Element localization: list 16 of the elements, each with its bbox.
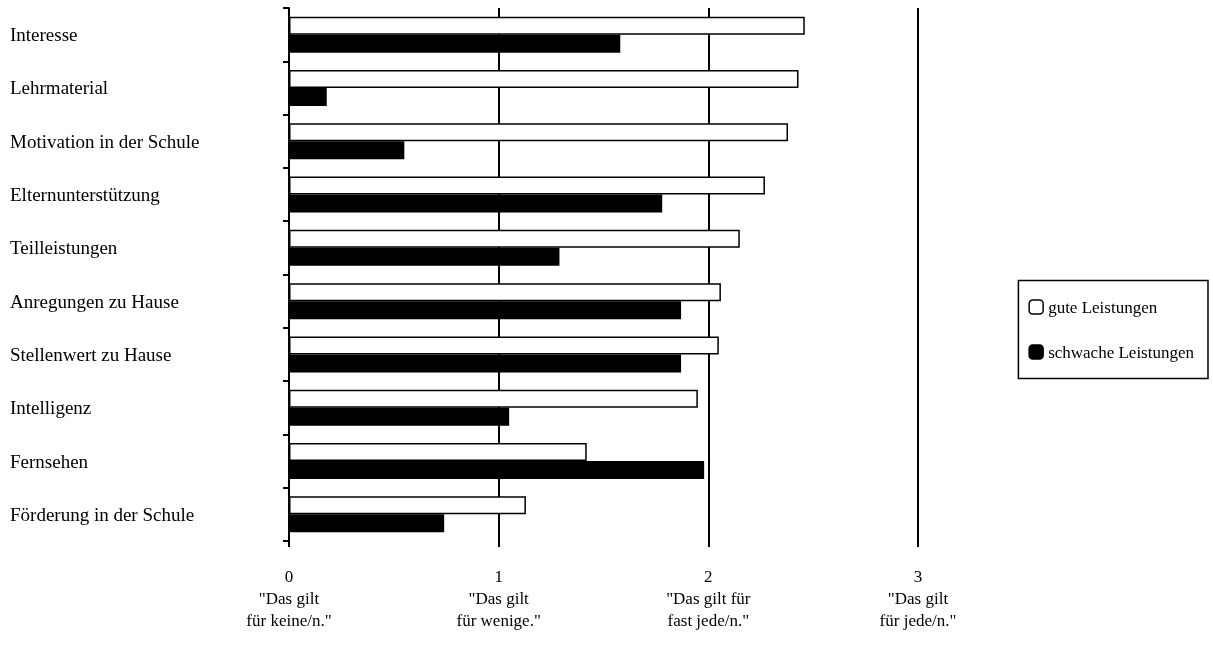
x-tick-label: 3 "Das gilt für jede/n." bbox=[879, 566, 957, 630]
y-tick-label: Anregungen zu Hause bbox=[10, 290, 179, 312]
legend-label: schwache Leistungen bbox=[1048, 342, 1195, 362]
x-tick-label: 1 "Das gilt für wenige." bbox=[456, 566, 541, 630]
y-tick-label: Teilleistungen bbox=[10, 237, 118, 259]
y-tick-label: Fernsehen bbox=[10, 450, 89, 472]
x-tick-label: 0 "Das gilt für keine/n." bbox=[246, 566, 332, 630]
y-tick-label: Elternunterstützung bbox=[10, 184, 161, 206]
y-tick-label: Lehrmaterial bbox=[10, 77, 109, 99]
y-tick-label: Stellenwert zu Hause bbox=[10, 343, 172, 365]
legend-label: gute Leistungen bbox=[1048, 297, 1158, 317]
y-tick-label: Intelligenz bbox=[10, 397, 92, 419]
y-tick-label: Motivation in der Schule bbox=[10, 130, 200, 152]
y-tick-label: Interesse bbox=[10, 24, 78, 46]
x-tick-label: 2 "Das gilt für fast jede/n." bbox=[666, 566, 751, 630]
y-tick-label: Förderung in der Schule bbox=[10, 503, 195, 525]
